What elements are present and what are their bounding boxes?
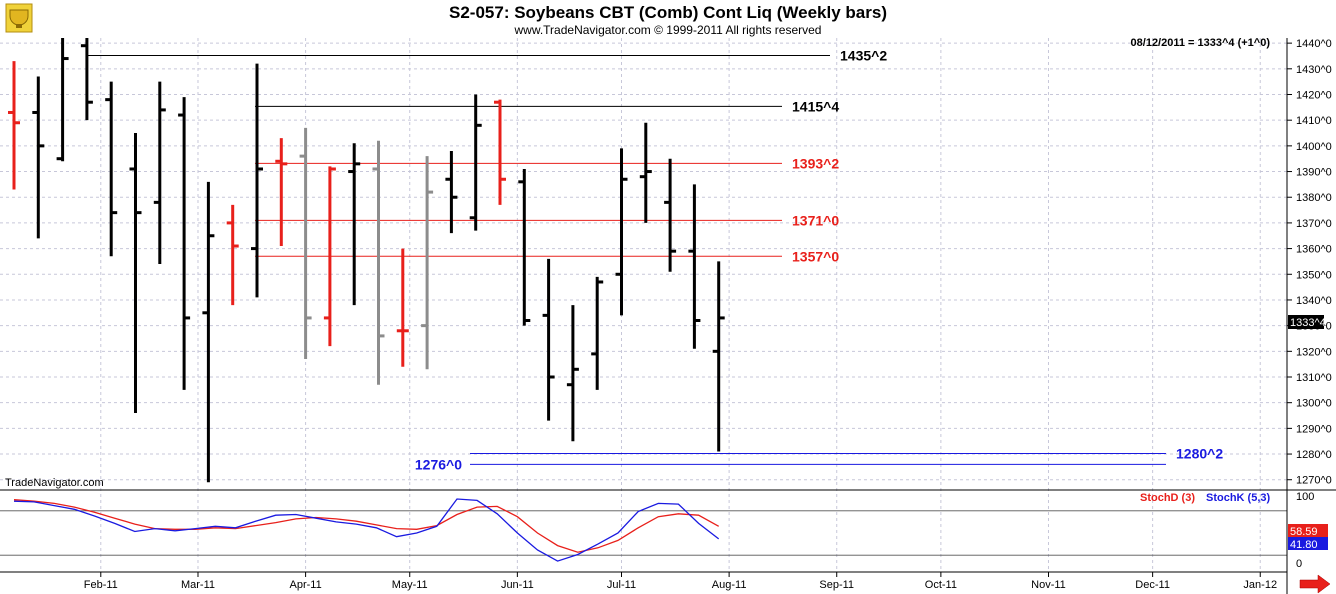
stochk-readout: 41.80 [1288, 537, 1328, 551]
ohlc-bar [518, 168, 531, 326]
x-tick-label: Mar-11 [181, 579, 215, 591]
x-tick-label: Jan-12 [1243, 579, 1277, 591]
ohlc-bar [323, 166, 336, 347]
y-tick-label: 1430^0 [1296, 64, 1332, 76]
y-tick-label: 1290^0 [1296, 423, 1332, 435]
last-bar-info: 08/12/2011 = 1333^4 (+1^0) [1131, 37, 1271, 49]
price-plot-frame [0, 38, 1287, 490]
ohlc-bar [615, 148, 628, 316]
ohlc-bar [591, 276, 604, 390]
chart-title: S2-057: Soybeans CBT (Comb) Cont Liq (We… [449, 3, 887, 22]
ohlc-bar [348, 143, 361, 306]
x-tick-label: Oct-11 [925, 579, 957, 591]
grid [0, 38, 1287, 572]
ohlc-bar [178, 97, 191, 390]
ohlc-bar [299, 127, 312, 360]
x-tick-label: Jun-11 [501, 579, 534, 591]
stochk-value: 41.80 [1290, 539, 1318, 551]
ohlc-bar [32, 76, 45, 239]
stoch-plot-frame [0, 490, 1287, 572]
time-axis: Feb-11 Mar-11 Apr-11 May-11 Jun-11 Jul-11 Aug-… [84, 572, 1277, 591]
stochd-value: 58.59 [1290, 526, 1318, 538]
ohlc-bar [542, 258, 555, 421]
y-tick-label: 1420^0 [1296, 90, 1332, 102]
level-label: 1276^0 [415, 456, 462, 472]
ohlc-bar [445, 151, 458, 234]
level-label: 1415^4 [792, 98, 839, 114]
x-tick-label: Sep-11 [819, 579, 854, 591]
ohlc-bar [566, 305, 579, 442]
ohlc-bar [105, 81, 118, 257]
x-tick-label: Apr-11 [289, 579, 321, 591]
level-label: 1393^2 [792, 155, 839, 171]
y-tick-label: 1300^0 [1296, 398, 1332, 410]
ohlc-bar [494, 99, 506, 205]
current-price-marker: 1333^4 [1288, 315, 1326, 329]
watermark-text: TradeNavigator.com [5, 477, 104, 489]
y-tick-label: 1370^0 [1296, 218, 1332, 230]
trophy-logo-icon [5, 3, 33, 33]
ohlc-bar [8, 61, 20, 190]
y-tick-label: 1410^0 [1296, 115, 1332, 127]
ohlc-bar [129, 133, 142, 413]
ohlc-bar [56, 38, 69, 162]
price-axis: 1270^01280^01290^01300^01310^01320^01330… [1287, 38, 1332, 487]
ohlc-bar [251, 63, 263, 298]
current-price-label: 1333^4 [1290, 317, 1326, 329]
ohlc-bar [275, 138, 288, 247]
y-tick-label: 1280^0 [1296, 449, 1332, 461]
ohlc-bar [396, 248, 409, 367]
ohlc-bar [421, 156, 434, 370]
copyright-text: www.TradeNavigator.com © 1999-2011 All r… [514, 23, 822, 37]
x-tick-label: Dec-11 [1135, 579, 1170, 591]
ohlc-bar [664, 158, 677, 272]
ohlc-bars [8, 38, 725, 483]
y-tick-label: 1270^0 [1296, 475, 1332, 487]
y-tick-label: 1440^0 [1296, 38, 1332, 50]
level-label: 1280^2 [1176, 446, 1223, 462]
level-label: 1357^0 [792, 248, 839, 264]
y-tick-label: 1400^0 [1296, 141, 1332, 153]
ohlc-bar [153, 81, 166, 264]
ohlc-bar [202, 181, 215, 483]
stochd-legend: StochD (3) [1140, 492, 1195, 504]
stoch-tick-100: 100 [1296, 491, 1314, 503]
ohlc-bar [372, 140, 385, 385]
scroll-right-arrow-icon[interactable] [1299, 574, 1331, 594]
stoch-line [13, 499, 720, 553]
y-tick-label: 1360^0 [1296, 244, 1332, 256]
y-tick-label: 1390^0 [1296, 167, 1332, 179]
level-label: 1435^2 [840, 47, 887, 63]
x-tick-label: Nov-11 [1031, 579, 1066, 591]
stochd-readout: 58.59 [1288, 524, 1328, 538]
y-tick-label: 1340^0 [1296, 295, 1332, 307]
ohlc-bar [226, 204, 239, 306]
y-tick-label: 1320^0 [1296, 346, 1332, 358]
stoch-tick-0: 0 [1296, 558, 1302, 570]
ohlc-bar [688, 184, 701, 349]
ohlc-bar [639, 122, 652, 223]
x-tick-label: May-11 [392, 579, 428, 591]
x-tick-label: Aug-11 [712, 579, 747, 591]
level-lines: 1435^2 1415^4 1393^2 1371^0 1357^0 1280^2 1276… [87, 47, 1223, 472]
ohlc-bar [712, 261, 725, 452]
ohlc-bar [469, 94, 482, 231]
x-tick-label: Feb-11 [84, 579, 118, 591]
ohlc-bar [80, 38, 93, 121]
stochk-legend: StochK (5,3) [1206, 492, 1271, 504]
y-tick-label: 1310^0 [1296, 372, 1332, 384]
x-tick-label: Jul-11 [607, 579, 636, 591]
stoch-line [13, 498, 720, 562]
stochastic-lines [13, 498, 720, 562]
level-label: 1371^0 [792, 212, 839, 228]
y-tick-label: 1350^0 [1296, 269, 1332, 281]
y-tick-label: 1380^0 [1296, 192, 1332, 204]
